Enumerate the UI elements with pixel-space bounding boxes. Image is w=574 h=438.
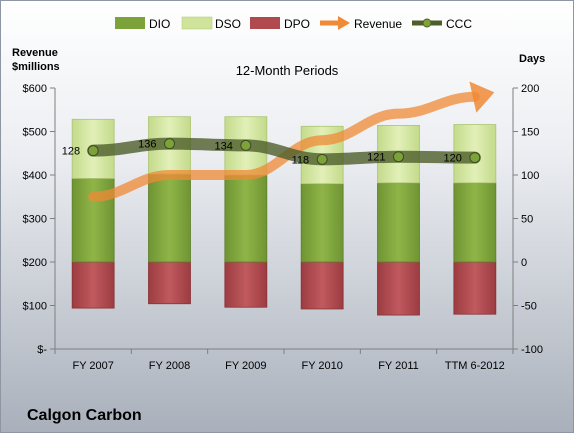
left-tick-label-6: $600 [23,83,47,95]
bar-dio-5 [453,182,497,263]
left-tick-label-5: $500 [23,127,47,139]
bar-dio-2 [224,174,268,263]
legend-swatch-revenue [320,16,350,30]
ccc-point-5 [469,152,481,164]
x-tick-label-4: FY 2011 [378,360,419,372]
x-tick-label-2: FY 2009 [225,360,266,372]
legend-label-ccc: CCC [446,17,472,31]
bar-dio-1 [148,173,191,263]
ccc-point-2 [240,139,252,151]
left-tick-label-3: $300 [23,214,47,226]
ccc-layer: 128 136 134 118 121 120 [62,137,481,166]
ccc-label-1: 136 [138,139,156,151]
legend-swatch-dso [181,16,213,30]
ccc-label-3: 118 [292,154,310,166]
legend-label-dpo: DPO [284,17,310,31]
bar-dio-4 [377,182,420,263]
ccc-point-1 [164,138,175,150]
right-tick-label-2: 0 [521,257,527,269]
bar-dpo-3 [300,261,344,310]
x-tick-label-5: TTM 6-2012 [445,360,505,372]
ccc-label-5: 120 [443,153,461,165]
left-axis-title-line1: Revenue [12,47,58,59]
revenue-arrowhead [469,81,495,113]
left-tick-label-2: $200 [23,257,47,269]
bar-dpo-2 [224,261,268,308]
right-tick-label-3: 50 [521,214,533,226]
bar-dio-3 [300,183,344,263]
legend-label-dso: DSO [215,17,241,31]
legend-label-revenue: Revenue [354,17,402,31]
right-tick-label-1: -50 [521,301,537,313]
x-tick-label-1: FY 2008 [149,360,190,372]
right-axis-title: Days [519,53,545,65]
left-tick-label-1: $100 [23,301,47,313]
ccc-label-2: 134 [214,140,232,152]
company-name: Calgon Carbon [27,407,142,424]
left-tick-label-4: $400 [23,170,47,182]
ccc-label-4: 121 [367,152,385,164]
bar-dpo-5 [453,261,497,315]
ccc-label-0: 128 [62,146,80,158]
right-tick-label-0: -100 [521,344,543,356]
x-tick-label-0: FY 2007 [72,360,113,372]
x-tick-label-3: FY 2010 [301,360,342,372]
right-tick-label-4: 100 [521,170,539,182]
legend-swatch-dio [115,17,145,29]
legend-swatch-ccc [412,18,442,28]
ccc-point-3 [316,153,328,165]
bar-dpo-0 [71,261,115,309]
legend-label-dio: DIO [149,17,170,31]
ccc-line [87,137,481,166]
legend: DIO DSO DPO Revenue CCC [115,16,472,31]
right-tick-label-5: 150 [521,127,539,139]
bar-dpo-1 [148,261,191,305]
left-tick-label-0: $- [37,344,47,356]
legend-swatch-dpo [250,17,280,29]
left-axis-title-line2: $millions [12,61,60,73]
chart-title: 12-Month Periods [236,63,339,78]
right-tick-label-6: 200 [521,83,539,95]
ccc-point-0 [87,145,99,157]
ccc-point-4 [393,151,404,163]
axes-layer: $- $100 $200 $300 $400 $500 $600 -100 -50 0 50 100 1… [23,83,544,372]
bar-dpo-4 [377,261,420,316]
